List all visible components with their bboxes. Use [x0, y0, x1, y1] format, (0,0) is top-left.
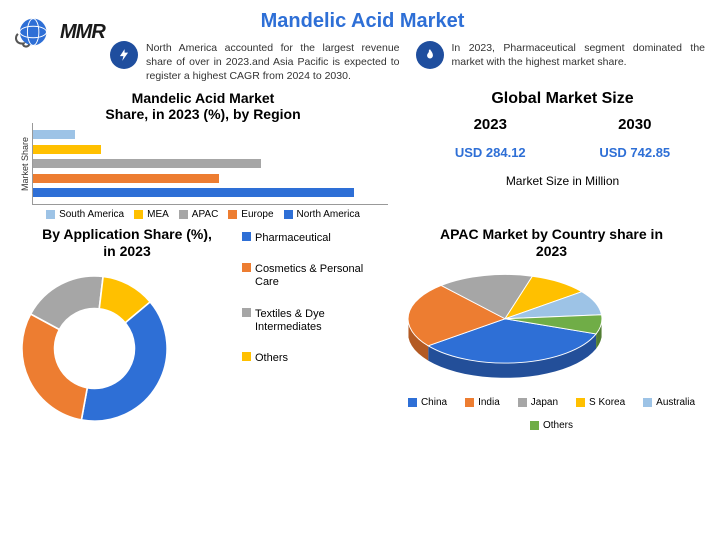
market-size-caption: Market Size in Million: [418, 174, 707, 188]
market-size-panel: Global Market Size 2023 2030 USD 284.12 …: [388, 90, 707, 221]
legend-swatch: [408, 398, 417, 407]
legend-item: Europe: [228, 209, 273, 220]
legend-label: APAC: [192, 209, 219, 220]
legend-item: MEA: [134, 209, 169, 220]
market-size-year: 2023: [474, 116, 507, 133]
legend-swatch: [179, 210, 188, 219]
legend-label: South America: [59, 209, 124, 220]
pie-chart: [390, 268, 620, 388]
insight-item: In 2023, Pharmaceutical segment dominate…: [416, 41, 706, 84]
legend-label: Textiles & Dye Intermediates: [255, 308, 365, 334]
bar-chart: Mandelic Acid Market Share, in 2023 (%),…: [18, 90, 388, 221]
legend-item: China: [408, 397, 447, 408]
market-size-value: USD 284.12: [455, 145, 526, 160]
donut-chart-title: By Application Share (%), in 2023: [12, 226, 242, 260]
insight-item: North America accounted for the largest …: [110, 41, 400, 84]
logo: MMR: [12, 12, 105, 52]
bar-chart-legend: South America MEA APAC Europe North America: [18, 205, 388, 220]
pie-chart-legend: China India Japan S Korea Australia Others: [390, 397, 713, 431]
legend-item: Textiles & Dye Intermediates: [242, 308, 365, 334]
bolt-icon: [110, 41, 138, 69]
bar-chart-yaxis-label: Market Share: [18, 123, 32, 205]
legend-swatch: [284, 210, 293, 219]
legend-swatch: [242, 308, 251, 317]
legend-label: Australia: [656, 397, 695, 408]
bar: [33, 174, 219, 183]
legend-label: Others: [255, 352, 288, 365]
legend-item: South America: [46, 209, 124, 220]
donut-chart-container: By Application Share (%), in 2023 Pharma…: [12, 226, 382, 436]
market-size-year: 2030: [618, 116, 651, 133]
legend-item: Pharmaceutical: [242, 232, 365, 245]
insights-row: North America accounted for the largest …: [0, 33, 725, 88]
legend-label: Others: [543, 420, 573, 431]
donut-chart: [12, 266, 177, 431]
legend-swatch: [530, 421, 539, 430]
legend-swatch: [46, 210, 55, 219]
bar-chart-title: Mandelic Acid Market Share, in 2023 (%),…: [18, 90, 388, 124]
globe-icon: [12, 12, 60, 52]
legend-item: North America: [284, 209, 360, 220]
legend-swatch: [518, 398, 527, 407]
pie-chart-title: APAC Market by Country share in 2023: [390, 226, 713, 260]
insight-text: In 2023, Pharmaceutical segment dominate…: [452, 41, 706, 84]
bar: [33, 188, 354, 197]
bar-chart-bars: [32, 123, 388, 205]
pie-chart-container: APAC Market by Country share in 2023 Chi…: [390, 226, 713, 436]
page-title: Mandelic Acid Market: [0, 0, 725, 33]
bar-chart-title-line1: Mandelic Acid Market: [132, 90, 275, 106]
donut-title-line1: By Application Share (%),: [42, 226, 212, 242]
legend-item: Cosmetics & Personal Care: [242, 263, 365, 289]
legend-item: India: [465, 397, 500, 408]
legend-label: Europe: [241, 209, 273, 220]
legend-item: S Korea: [576, 397, 625, 408]
bar: [33, 145, 101, 154]
legend-label: Pharmaceutical: [255, 232, 331, 245]
row-bar-and-marketsize: Mandelic Acid Market Share, in 2023 (%),…: [0, 88, 725, 221]
legend-label: MEA: [147, 209, 169, 220]
row-donut-and-pie: By Application Share (%), in 2023 Pharma…: [0, 220, 725, 436]
legend-item: Others: [242, 352, 365, 365]
legend-swatch: [242, 232, 251, 241]
legend-swatch: [228, 210, 237, 219]
legend-item: APAC: [179, 209, 219, 220]
legend-item: Australia: [643, 397, 695, 408]
pie-title-line1: APAC Market by Country share in: [440, 226, 663, 242]
market-size-title: Global Market Size: [418, 90, 707, 108]
legend-item: Others: [530, 420, 573, 431]
legend-swatch: [242, 263, 251, 272]
legend-label: Japan: [531, 397, 558, 408]
donut-slice: [22, 314, 87, 420]
market-size-value: USD 742.85: [599, 145, 670, 160]
donut-chart-legend: Pharmaceutical Cosmetics & Personal Care T…: [242, 226, 365, 436]
legend-label: S Korea: [589, 397, 625, 408]
flame-icon: [416, 41, 444, 69]
legend-swatch: [576, 398, 585, 407]
pie-title-line2: 2023: [536, 243, 567, 259]
logo-text: MMR: [60, 21, 105, 44]
donut-title-line2: in 2023: [103, 243, 150, 259]
legend-label: China: [421, 397, 447, 408]
legend-item: Japan: [518, 397, 558, 408]
legend-swatch: [465, 398, 474, 407]
legend-label: India: [478, 397, 500, 408]
legend-label: Cosmetics & Personal Care: [255, 263, 365, 289]
bar: [33, 130, 75, 139]
bar-chart-title-line2: Share, in 2023 (%), by Region: [105, 106, 300, 122]
legend-label: North America: [297, 209, 360, 220]
legend-swatch: [242, 352, 251, 361]
insight-text: North America accounted for the largest …: [146, 41, 400, 84]
bar: [33, 159, 261, 168]
legend-swatch: [643, 398, 652, 407]
legend-swatch: [134, 210, 143, 219]
